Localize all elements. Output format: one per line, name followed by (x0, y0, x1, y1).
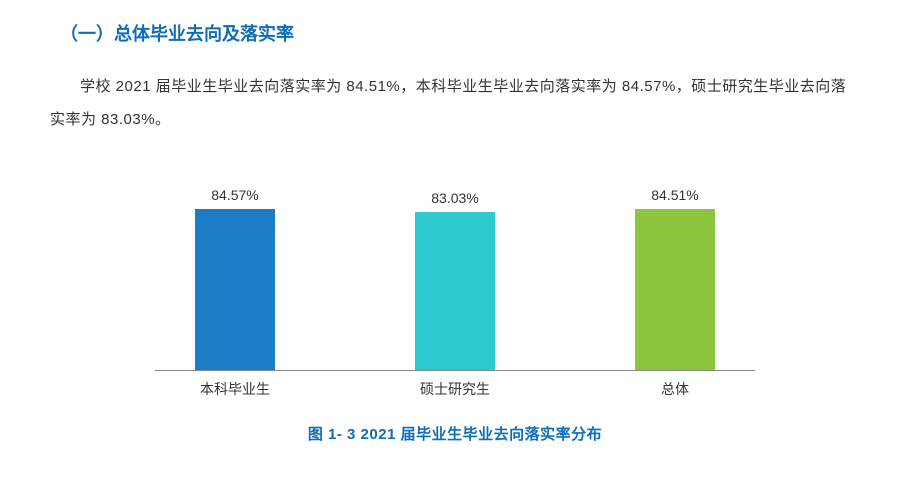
bar-value-label: 84.57% (195, 187, 275, 203)
bar-rect (415, 212, 495, 370)
chart-plot-area: 84.57% 83.03% 84.51% (155, 156, 755, 371)
x-axis-label: 硕士研究生 (395, 379, 515, 399)
x-axis-label: 总体 (615, 379, 735, 399)
bar-group: 84.51% (635, 187, 715, 370)
bar-value-label: 83.03% (415, 190, 495, 206)
chart-caption: 图 1- 3 2021 届毕业生毕业去向落实率分布 (155, 423, 755, 444)
x-axis-label: 本科毕业生 (175, 379, 295, 399)
bar-chart: 84.57% 83.03% 84.51% 本科毕业生 硕士研究生 总体 图 1-… (155, 156, 755, 444)
bar-group: 83.03% (415, 190, 495, 370)
bar-rect (195, 209, 275, 370)
x-axis-labels: 本科毕业生 硕士研究生 总体 (155, 379, 755, 409)
bar-value-label: 84.51% (635, 187, 715, 203)
section-heading: （一）总体毕业去向及落实率 (60, 20, 860, 46)
bar-group: 84.57% (195, 187, 275, 370)
body-paragraph: 学校 2021 届毕业生毕业去向落实率为 84.51%，本科毕业生毕业去向落实率… (50, 70, 860, 136)
bar-rect (635, 209, 715, 370)
